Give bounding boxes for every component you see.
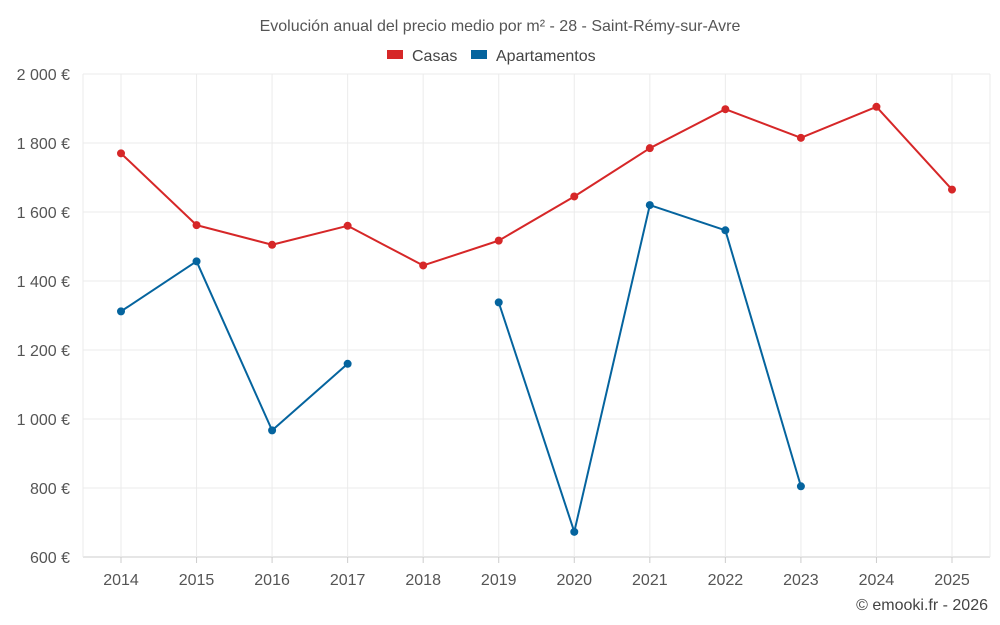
credit: © emooki.fr - 2026 (856, 597, 988, 614)
data-point-casas-2024[interactable] (872, 102, 881, 111)
x-tick-label: 2015 (179, 572, 215, 589)
x-axis: 2014 2015 2016 2017 2018 2019 2020 2021 2022 2023… (103, 557, 970, 589)
series-casas (117, 102, 956, 270)
data-point-casas-2015[interactable] (192, 221, 201, 230)
data-point-casas-2016[interactable] (268, 240, 277, 249)
data-point-apartamentos-2015[interactable] (192, 257, 201, 266)
x-tick-label: 2014 (103, 572, 139, 589)
data-point-casas-2014[interactable] (117, 149, 125, 158)
x-tick-label: 2025 (934, 572, 970, 589)
y-tick-label: 1 200 € (17, 343, 70, 360)
y-tick-label: 1 600 € (17, 205, 70, 222)
x-tick-label: 2024 (859, 572, 895, 589)
legend: Casas Apartamentos (387, 48, 596, 65)
y-tick-label: 2 000 € (17, 67, 70, 84)
legend-swatch-casas (387, 50, 403, 59)
y-tick-label: 1 000 € (17, 412, 70, 429)
series-line-apartamentos (120, 260, 349, 432)
series (117, 102, 956, 536)
y-axis: 600 € 800 € 1 000 € 1 200 € 1 400 € 1 600 € 1 … (17, 67, 70, 567)
x-tick-label: 2023 (783, 572, 819, 589)
x-tick-label: 2016 (254, 572, 290, 589)
data-point-apartamentos-2022[interactable] (721, 226, 730, 235)
y-tick-label: 600 € (30, 550, 70, 567)
data-point-apartamentos-2023[interactable] (796, 482, 805, 491)
legend-label-apartamentos: Apartamentos (496, 48, 596, 65)
data-point-casas-2019[interactable] (494, 236, 503, 245)
y-tick-label: 1 800 € (17, 136, 70, 153)
x-tick-label: 2020 (556, 572, 592, 589)
chart-title: Evolución anual del precio medio por m² … (260, 18, 741, 35)
x-tick-label: 2021 (632, 572, 668, 589)
data-point-casas-2017[interactable] (343, 221, 352, 230)
data-point-casas-2023[interactable] (796, 133, 805, 142)
data-point-apartamentos-2016[interactable] (268, 426, 277, 435)
data-point-apartamentos-2020[interactable] (570, 527, 579, 536)
data-point-apartamentos-2019[interactable] (494, 298, 503, 307)
data-point-apartamentos-2017[interactable] (343, 359, 352, 368)
legend-label-casas: Casas (412, 48, 457, 65)
data-point-casas-2021[interactable] (645, 144, 654, 153)
x-tick-label: 2019 (481, 572, 517, 589)
legend-swatch-apartamentos (471, 50, 487, 59)
gridlines (82, 73, 991, 558)
data-point-apartamentos-2021[interactable] (645, 201, 654, 210)
series-apartamentos (117, 201, 805, 536)
data-point-casas-2025[interactable] (948, 185, 956, 194)
data-point-apartamentos-2014[interactable] (117, 307, 125, 316)
x-tick-label: 2022 (708, 572, 744, 589)
legend-item-casas[interactable]: Casas (387, 48, 457, 65)
data-point-casas-2022[interactable] (721, 105, 730, 114)
x-tick-label: 2018 (405, 572, 441, 589)
y-tick-label: 800 € (30, 481, 70, 498)
y-tick-label: 1 400 € (17, 274, 70, 291)
series-line-casas (120, 105, 953, 267)
data-point-casas-2018[interactable] (419, 261, 428, 270)
legend-item-apartamentos[interactable]: Apartamentos (471, 48, 596, 65)
x-tick-label: 2017 (330, 572, 366, 589)
data-point-casas-2020[interactable] (570, 192, 579, 201)
